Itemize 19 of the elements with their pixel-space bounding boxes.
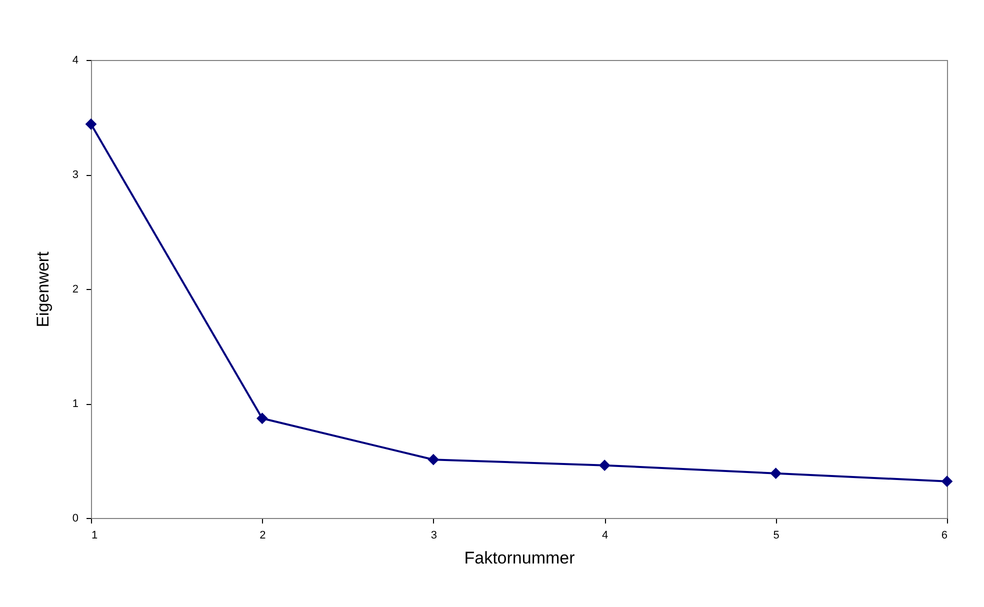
y-tick-label: 0 — [72, 512, 78, 524]
point — [256, 412, 268, 424]
point — [428, 454, 440, 466]
x-tick-label: 6 — [941, 530, 948, 542]
y-tick-label: 3 — [72, 169, 78, 181]
point — [770, 468, 782, 480]
x-tick-label: 5 — [773, 530, 780, 542]
y-tick-label: 1 — [72, 398, 78, 410]
y-axis-title: Eigenwert — [33, 251, 52, 328]
x-tick-label: 4 — [602, 530, 608, 542]
y-tick-label: 4 — [72, 54, 78, 66]
x-tick-label: 2 — [260, 530, 266, 542]
x-tick-label: 3 — [430, 530, 437, 542]
point — [598, 460, 610, 472]
x-axis-title: Faktornummer — [464, 548, 576, 568]
y-tick-label: 2 — [72, 284, 78, 296]
point — [85, 118, 97, 130]
x-tick-label: 1 — [92, 530, 98, 542]
point — [941, 476, 953, 488]
